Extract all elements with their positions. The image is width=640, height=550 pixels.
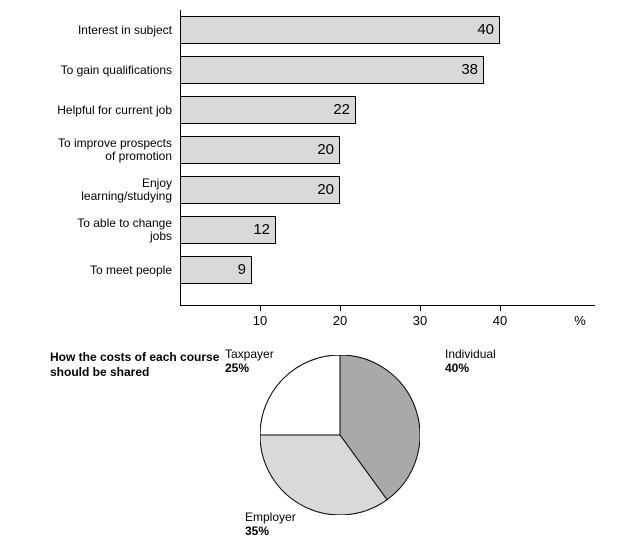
bar-row: To gain qualifications 38: [0, 56, 640, 84]
x-tick: [340, 305, 341, 311]
bar-row: Enjoy learning/studying 20: [0, 176, 640, 204]
x-tick-label: 30: [405, 313, 435, 328]
page: Interest in subject 40 To gain qualificati…: [0, 0, 640, 550]
x-tick-label: 40: [485, 313, 515, 328]
bar-row: To able to change jobs 12: [0, 216, 640, 244]
x-tick-label: 10: [245, 313, 275, 328]
bar-chart: Interest in subject 40 To gain qualificati…: [0, 10, 640, 340]
bar-category-label: To meet people: [0, 264, 172, 277]
pie-label-pct: 25%: [225, 361, 274, 375]
x-axis-unit-label: %: [565, 313, 595, 328]
pie-label-name: Individual: [445, 347, 496, 361]
bar-row: Interest in subject 40: [0, 16, 640, 44]
bar-category-label: Helpful for current job: [0, 104, 172, 117]
bar-row: Helpful for current job 22: [0, 96, 640, 124]
pie-label-name: Taxpayer: [225, 347, 274, 361]
bar-category-label: To gain qualifications: [0, 64, 172, 77]
x-tick-label: 20: [325, 313, 355, 328]
pie-label-employer: Employer35%: [245, 510, 296, 538]
pie-label-taxpayer: Taxpayer25%: [225, 347, 274, 375]
bar-value-label: 38: [180, 56, 482, 84]
x-tick: [260, 305, 261, 311]
pie-label-individual: Individual40%: [445, 347, 496, 375]
pie-label-pct: 35%: [245, 524, 296, 538]
bar-category-label: Interest in subject: [0, 24, 172, 37]
pie-label-pct: 40%: [445, 361, 496, 375]
bar-row: To improve prospects of promotion 20: [0, 136, 640, 164]
bar-value-label: 22: [180, 96, 354, 124]
bar-category-label: Enjoy learning/studying: [0, 177, 172, 203]
pie-title: How the costs of each course should be s…: [50, 350, 230, 380]
bar-value-label: 40: [180, 16, 498, 44]
bar-value-label: 20: [180, 176, 338, 204]
x-axis: [180, 305, 595, 306]
bar-value-label: 20: [180, 136, 338, 164]
bar-category-label: To able to change jobs: [0, 217, 172, 243]
x-tick: [420, 305, 421, 311]
pie-label-name: Employer: [245, 510, 296, 524]
bar-row: To meet people 9: [0, 256, 640, 284]
bar-value-label: 9: [180, 256, 250, 284]
x-tick: [500, 305, 501, 311]
bar-value-label: 12: [180, 216, 274, 244]
pie-chart: [260, 355, 420, 515]
pie-section: How the costs of each course should be s…: [0, 345, 640, 545]
bar-category-label: To improve prospects of promotion: [0, 137, 172, 163]
